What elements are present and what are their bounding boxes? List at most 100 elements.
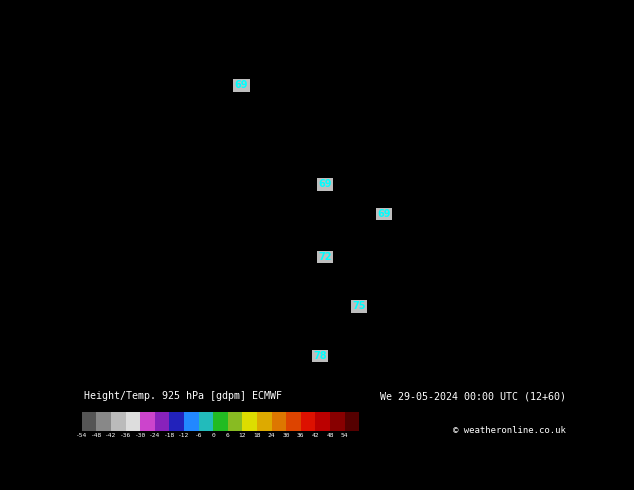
Text: 9: 9: [411, 253, 415, 262]
Text: 0: 0: [485, 213, 489, 222]
Text: 69: 69: [377, 209, 391, 219]
Text: 1: 1: [496, 270, 501, 279]
Text: 0: 0: [354, 144, 359, 153]
Text: 9: 9: [291, 86, 295, 95]
Text: 7: 7: [218, 161, 223, 170]
Text: 9: 9: [316, 345, 321, 354]
Text: 7: 7: [129, 190, 134, 199]
Text: D: D: [502, 52, 507, 61]
Text: D: D: [477, 242, 482, 251]
Text: 9: 9: [321, 345, 326, 354]
Text: 9: 9: [254, 322, 259, 331]
Text: 9: 9: [375, 270, 380, 279]
Text: 9: 9: [355, 63, 359, 72]
Text: 9: 9: [283, 126, 288, 136]
Text: 9: 9: [309, 265, 313, 274]
Text: 0: 0: [356, 242, 361, 251]
Text: 6: 6: [169, 253, 173, 262]
Text: 9: 9: [339, 282, 344, 291]
Text: D: D: [374, 196, 378, 205]
Text: 7: 7: [153, 282, 157, 291]
Text: 9: 9: [350, 184, 355, 193]
Text: 1: 1: [493, 294, 497, 302]
Text: D: D: [430, 196, 434, 205]
Text: 8: 8: [223, 351, 228, 360]
Text: -12: -12: [178, 433, 190, 438]
Text: 1: 1: [507, 363, 512, 371]
Text: 0: 0: [581, 109, 585, 118]
Text: 9: 9: [275, 201, 279, 210]
Text: 9: 9: [319, 109, 323, 118]
Text: 7: 7: [155, 86, 159, 95]
Text: 9: 9: [254, 288, 259, 297]
Text: 1: 1: [447, 155, 451, 164]
Text: D: D: [380, 98, 385, 107]
Text: 7: 7: [203, 230, 207, 239]
Text: 7: 7: [158, 98, 164, 107]
Text: 8: 8: [213, 299, 217, 308]
Text: D: D: [550, 126, 555, 136]
Text: 9: 9: [324, 92, 328, 101]
Text: 0: 0: [510, 126, 515, 136]
Text: 9: 9: [299, 334, 303, 343]
Text: 6: 6: [92, 57, 96, 67]
Text: 8: 8: [213, 265, 217, 274]
Text: D: D: [415, 40, 419, 49]
Text: 0: 0: [550, 247, 555, 256]
Text: 7: 7: [167, 317, 172, 325]
Text: 0: 0: [488, 363, 492, 371]
Text: 9: 9: [174, 253, 178, 262]
Text: D: D: [411, 328, 417, 337]
Text: 9: 9: [320, 236, 325, 245]
Text: D: D: [456, 288, 460, 297]
Text: 8: 8: [169, 98, 173, 107]
Text: 6: 6: [84, 242, 89, 251]
Text: 0: 0: [384, 351, 389, 360]
Text: 9: 9: [301, 121, 306, 130]
Text: 9: 9: [301, 34, 306, 44]
Text: 6: 6: [184, 236, 188, 245]
Text: 9: 9: [263, 247, 268, 256]
Text: 6: 6: [240, 224, 245, 233]
Text: 0: 0: [550, 144, 555, 153]
Text: 7: 7: [88, 253, 93, 262]
Text: 9: 9: [200, 138, 205, 147]
Text: 9: 9: [304, 178, 308, 187]
Text: 7: 7: [213, 351, 217, 360]
Text: D: D: [543, 190, 547, 199]
Text: 6: 6: [219, 201, 224, 210]
Text: 7: 7: [84, 121, 89, 130]
Text: 6: 6: [134, 305, 138, 314]
Text: 6: 6: [209, 288, 214, 297]
Text: 7: 7: [110, 345, 114, 354]
Text: D: D: [553, 328, 557, 337]
Text: 9: 9: [336, 103, 341, 113]
Text: 9: 9: [334, 334, 339, 343]
Text: 8: 8: [180, 345, 184, 354]
Text: 9: 9: [280, 132, 284, 141]
Text: D: D: [577, 149, 581, 159]
Text: 9: 9: [200, 328, 205, 337]
Text: 0: 0: [385, 236, 390, 245]
Text: 0: 0: [444, 230, 450, 239]
Text: 7: 7: [167, 265, 172, 274]
Text: 6: 6: [233, 178, 238, 187]
Text: 0: 0: [457, 103, 462, 113]
Text: D: D: [471, 80, 476, 90]
Text: 9: 9: [286, 345, 290, 354]
Text: 7: 7: [115, 86, 119, 95]
Text: 1: 1: [466, 288, 470, 297]
Text: 0: 0: [476, 288, 481, 297]
Text: 6: 6: [125, 155, 129, 164]
Text: 0: 0: [394, 92, 399, 101]
Text: b: b: [340, 184, 345, 193]
Text: D: D: [476, 340, 481, 348]
Text: D: D: [521, 213, 525, 222]
Text: 9: 9: [404, 265, 409, 274]
Text: 9: 9: [397, 86, 401, 95]
Text: 9: 9: [258, 265, 263, 274]
Text: 1: 1: [447, 276, 451, 285]
Text: 0: 0: [491, 270, 496, 279]
Text: 6: 6: [103, 167, 108, 176]
Text: 0: 0: [581, 299, 585, 308]
